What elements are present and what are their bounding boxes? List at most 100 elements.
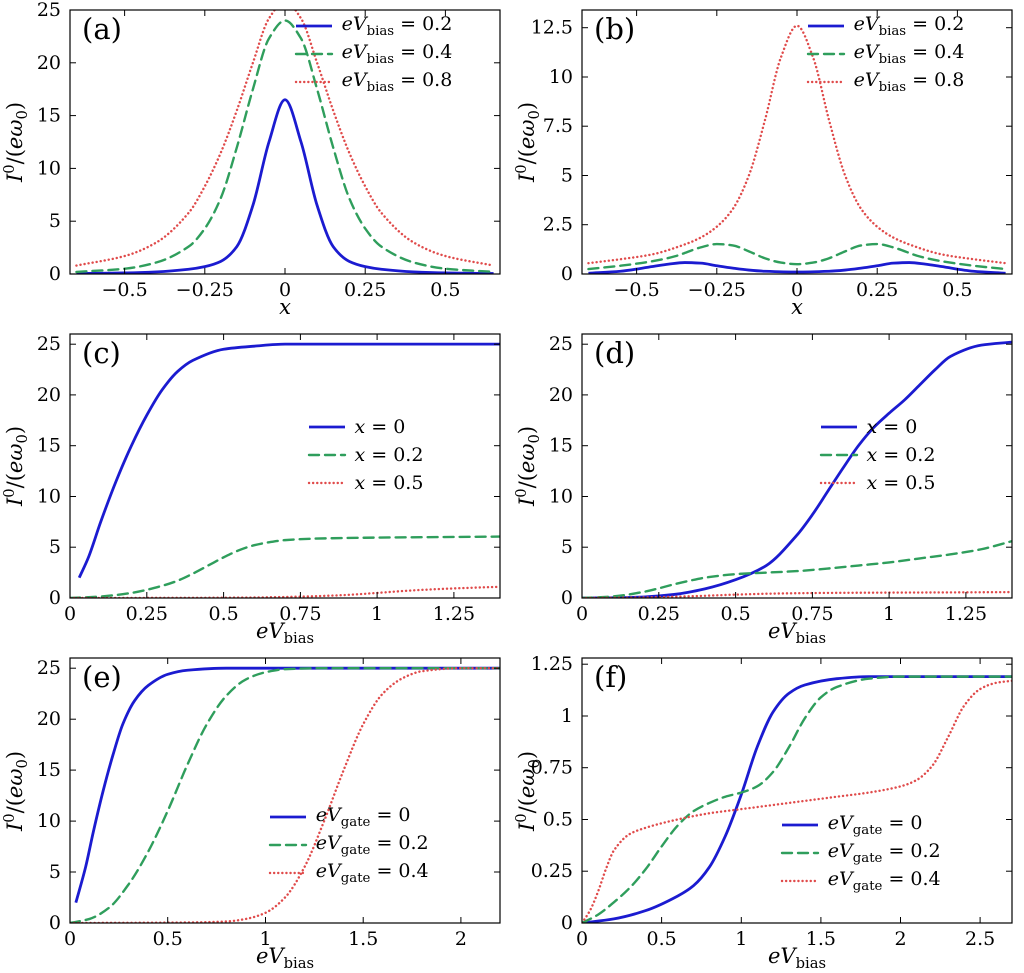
curve-e-2 <box>70 666 500 923</box>
x-axis-label-b: x <box>791 295 803 319</box>
legend-entry-d-0: x = 0 <box>819 413 936 440</box>
x-tick-label: 0 <box>64 928 76 950</box>
y-tick-label: 20 <box>549 384 573 406</box>
y-tick-label: 0 <box>49 263 61 285</box>
y-tick-label: 15 <box>37 759 61 781</box>
y-tick-label: 0.5 <box>543 809 573 831</box>
y-tick-label: 15 <box>549 435 573 457</box>
legend-b: eVbias = 0.2 eVbias = 0.4 eVbias = 0.8 <box>806 13 965 96</box>
y-tick-label: 20 <box>37 708 61 730</box>
axes-d: 0 0.25 0.5 0.75 1 1.25 0 5 10 15 20 25 <box>549 333 1013 625</box>
curve-b-1 <box>587 242 1007 271</box>
panel-b: −0.5 −0.25 0 0.25 0.5 0 2.5 5 7.5 10 12.5 (b) x I0/(e… <box>512 0 1024 324</box>
y-axis-label-e: I0/(eω0) <box>0 750 32 831</box>
y-tick-label: 10 <box>37 157 61 179</box>
legend-label: eVbias = 0.2 <box>341 13 453 40</box>
legend-label: x = 0 <box>354 415 406 438</box>
legend-label: eVgate = 0.4 <box>315 860 429 887</box>
legend-label: eVgate = 0 <box>315 804 411 831</box>
legend-sample-icon <box>819 453 858 456</box>
legend-sample-icon <box>294 52 333 56</box>
curve-f-1 <box>582 675 1012 923</box>
legend-sample-icon <box>307 453 346 456</box>
curve-d-1 <box>582 539 1012 598</box>
legend-sample-icon <box>268 844 307 847</box>
legend-a: eVbias = 0.2 eVbias = 0.4 eVbias = 0.8 <box>294 13 453 96</box>
curve-d-2 <box>582 590 1012 598</box>
legend-entry-a-2: eVbias = 0.8 <box>294 69 452 96</box>
y-tick-label: 1 <box>561 705 573 727</box>
y-tick-label: 0 <box>49 912 61 934</box>
legend-label: x = 0 <box>866 415 918 438</box>
x-tick-label: −0.5 <box>102 279 148 301</box>
y-axis-label-d: I0/(eω0) <box>512 425 544 507</box>
x-tick-label: 1 <box>371 603 383 625</box>
curve-a-0 <box>76 98 494 274</box>
legend-sample-icon <box>295 24 332 28</box>
y-tick-label: 0.25 <box>531 860 573 882</box>
curve-e-1 <box>70 666 500 923</box>
x-tick-label: 0 <box>64 603 76 625</box>
y-tick-label: 2.5 <box>543 214 573 236</box>
panel-label-f: (f) <box>594 660 628 694</box>
x-tick-label: 0.25 <box>344 279 386 301</box>
x-tick-label: 0.75 <box>791 603 833 625</box>
legend-label: eVbias = 0.8 <box>853 69 965 96</box>
legend-entry-a-0: eVbias = 0.2 <box>294 13 453 40</box>
legend-entry-c-0: x = 0 <box>307 413 424 440</box>
panel-label-b: (b) <box>594 12 636 46</box>
y-tick-label: 15 <box>37 105 61 127</box>
legend-c: x = 0 x = 0.2 x = 0.5 <box>307 413 424 496</box>
y-tick-label: 20 <box>37 384 61 406</box>
y-tick-label: 10 <box>549 486 573 508</box>
legend-entry-f-0: eVgate = 0 <box>780 812 941 839</box>
y-axis-label-f: I0/(eω0) <box>512 750 544 831</box>
legend-entry-f-2: eVgate = 0.4 <box>780 868 941 895</box>
x-tick-label: 1 <box>735 928 747 950</box>
y-tick-label: 1.25 <box>531 653 573 675</box>
y-tick-label: 25 <box>549 333 573 355</box>
x-axis-label-a: x <box>279 295 291 319</box>
y-axis-label-c: I0/(eω0) <box>0 425 32 507</box>
legend-entry-b-0: eVbias = 0.2 <box>806 13 964 40</box>
curve-f-0 <box>582 675 1012 923</box>
legend-entry-c-2: x = 0.5 <box>307 469 424 496</box>
legend-label: eVgate = 0.2 <box>827 840 941 867</box>
legend-label: x = 0.5 <box>866 471 936 494</box>
x-tick-label: −0.5 <box>614 279 660 301</box>
x-tick-label: 1.5 <box>806 928 836 950</box>
x-axis-label-c: eVbias <box>256 619 314 648</box>
legend-entry-f-1: eVgate = 0.2 <box>780 840 941 867</box>
legend-label: eVgate = 0 <box>827 812 923 839</box>
x-tick-label: 0.5 <box>430 279 460 301</box>
x-tick-label: 0.5 <box>942 279 972 301</box>
x-tick-label: 0 <box>279 279 291 301</box>
y-tick-label: 5 <box>49 861 61 883</box>
y-tick-label: 5 <box>49 210 61 232</box>
x-tick-label: 0.25 <box>856 279 898 301</box>
x-axis-label-d: eVbias <box>768 619 826 648</box>
panel-e: 0 0.5 1 1.5 2 0 5 10 15 20 25 (e) eVbias I0/(eω0) eVga… <box>0 648 512 973</box>
y-tick-label: 0 <box>561 263 573 285</box>
legend-sample-icon <box>807 24 844 28</box>
panel-label-d: (d) <box>594 336 636 370</box>
legend-entry-d-1: x = 0.2 <box>819 441 935 468</box>
legend-entry-e-1: eVgate = 0.2 <box>268 832 429 859</box>
legend-entry-a-1: eVbias = 0.4 <box>294 41 452 68</box>
x-tick-label: 2 <box>455 928 467 950</box>
legend-sample-icon <box>294 80 333 84</box>
x-tick-label: 0.5 <box>646 928 676 950</box>
y-tick-label: 5 <box>49 536 61 558</box>
y-tick-label: 25 <box>37 0 61 21</box>
y-tick-label: 10 <box>549 66 573 88</box>
legend-label: x = 0.5 <box>354 471 424 494</box>
y-tick-label: 0 <box>561 587 573 609</box>
y-tick-label: 25 <box>37 657 61 679</box>
panel-f: 0 0.5 1 1.5 2 2.5 0 0.25 0.5 0.75 1 1.25 (f) eVbias I0… <box>512 648 1024 973</box>
x-tick-label: −0.25 <box>688 279 746 301</box>
y-tick-label: 0 <box>561 912 573 934</box>
legend-sample-icon <box>308 425 345 429</box>
legend-label: eVgate = 0.4 <box>827 868 941 895</box>
x-tick-label: 0 <box>576 928 588 950</box>
